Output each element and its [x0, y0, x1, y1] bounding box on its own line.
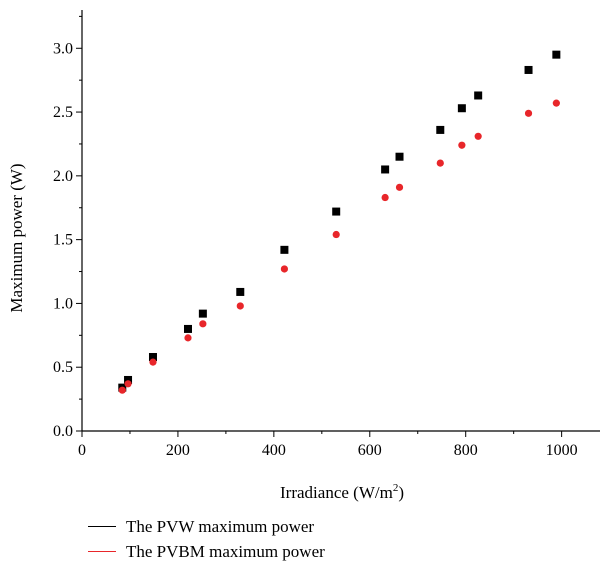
pvw-point: [381, 165, 390, 174]
x-tick-label: 800: [454, 442, 478, 459]
pvbm-point: [118, 386, 126, 394]
x-axis-title-superscript: 2: [393, 482, 399, 494]
pvw-point: [183, 324, 192, 333]
pvbm-point: [124, 380, 132, 388]
axes: [81, 10, 600, 432]
x-axis-title: Irradiance (W/m2): [280, 482, 404, 502]
pvw-point: [457, 104, 466, 113]
x-axis-title-main: Irradiance (W/m: [280, 483, 393, 502]
legend-label-pvbm: The PVBM maximum power: [126, 541, 325, 561]
scatter-chart: 0.0 0.5 1.0 1.5 2.0 2.5 3.0 0 200 400 600 800 1000 M…: [7, 10, 600, 502]
pvw-point: [236, 287, 245, 296]
x-tick-label: 600: [358, 442, 382, 459]
y-tick-label: 0.0: [53, 423, 73, 440]
pvw-point: [524, 65, 533, 74]
y-tick-label: 1.5: [53, 232, 73, 249]
x-axis-title-close: ): [398, 483, 404, 502]
pvbm-point: [524, 109, 533, 117]
pvbm-point: [381, 193, 389, 202]
y-axis-title: Maximum power (W): [7, 163, 26, 312]
ticks: 0.0 0.5 1.0 1.5 2.0 2.5 3.0 0 200 400 600 800 1000: [53, 15, 578, 459]
y-tick-label: 2.0: [53, 168, 73, 185]
y-tick-label: 0.5: [53, 359, 73, 376]
pvbm-point: [474, 132, 482, 140]
x-tick-label: 0: [78, 442, 86, 459]
pvbm-point: [236, 302, 244, 310]
pvbm-point: [458, 141, 466, 149]
legend-label-pvw: The PVW maximum power: [126, 516, 315, 536]
y-tick-label: 1.0: [53, 295, 73, 312]
pvw-point: [395, 152, 404, 161]
pvbm-point: [280, 265, 289, 273]
y-tick-label: 3.0: [53, 40, 73, 57]
legend-item-pvw: The PVW maximum power: [88, 514, 325, 539]
pvw-point: [280, 245, 289, 254]
legend-swatch-pvbm: [88, 551, 116, 552]
pvbm-point: [149, 358, 157, 366]
pvw-point: [148, 353, 157, 362]
pvbm-point: [436, 159, 444, 167]
pvw-point: [332, 207, 341, 216]
pvw-point: [198, 309, 207, 318]
pvw-point: [124, 375, 133, 384]
y-tick-label: 2.5: [53, 104, 73, 121]
pvw-point: [436, 125, 445, 134]
legend-item-pvbm: The PVBM maximum power: [88, 539, 325, 564]
x-tick-label: 400: [262, 442, 286, 459]
pvw-point: [552, 50, 561, 59]
pvbm-point: [395, 183, 404, 191]
data-points: [118, 50, 561, 394]
pvbm-point: [199, 320, 207, 328]
pvw-point: [474, 91, 483, 100]
pvbm-point: [184, 334, 192, 342]
pvbm-point: [332, 230, 340, 239]
x-tick-label: 200: [166, 442, 190, 459]
x-tick-label: 1000: [546, 442, 578, 459]
legend-swatch-pvw: [88, 526, 116, 527]
pvbm-point: [552, 99, 560, 107]
legend: The PVW maximum power The PVBM maximum p…: [88, 514, 325, 564]
